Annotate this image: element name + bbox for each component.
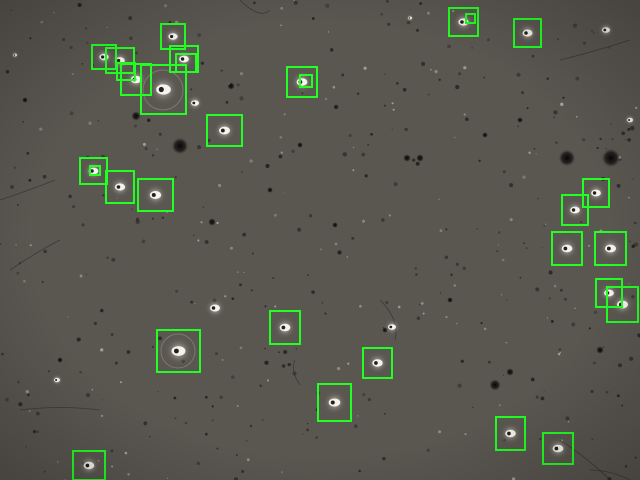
microscopy-image bbox=[0, 0, 640, 480]
microscopy-viewport bbox=[0, 0, 640, 480]
vignette bbox=[0, 0, 640, 480]
